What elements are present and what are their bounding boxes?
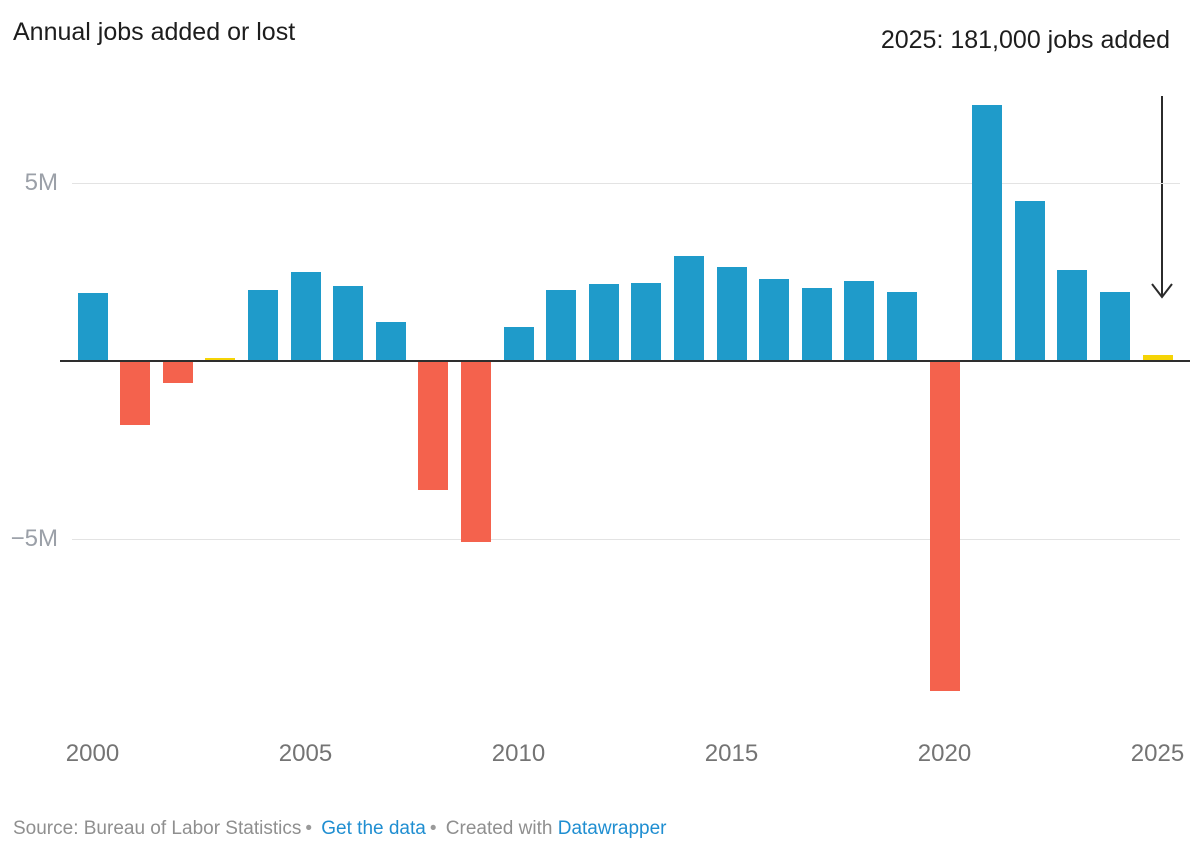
bar-2001[interactable] xyxy=(120,362,151,425)
bar-2013[interactable] xyxy=(631,282,662,361)
x-tick-2010: 2010 xyxy=(491,740,546,767)
bar-2023[interactable] xyxy=(1057,270,1088,361)
footer-created-with-text: Created with xyxy=(445,818,558,839)
x-axis-baseline xyxy=(60,360,1190,362)
bar-2024[interactable] xyxy=(1099,291,1130,361)
gridline-5M xyxy=(72,183,1180,184)
x-tick-2005: 2005 xyxy=(278,740,333,767)
bar-2012[interactable] xyxy=(588,284,619,361)
bar-2016[interactable] xyxy=(759,279,790,361)
bar-2015[interactable] xyxy=(716,266,747,361)
bar-2004[interactable] xyxy=(247,289,278,361)
bar-2003[interactable] xyxy=(205,357,236,361)
y-axis-tick-label: 5M xyxy=(24,169,58,196)
y-axis-tick-label: −5M xyxy=(10,525,58,552)
annotation-2025-label: 2025: 181,000 jobs added xyxy=(880,26,1170,54)
bar-2010[interactable] xyxy=(503,327,534,361)
bar-2014[interactable] xyxy=(673,255,704,361)
get-the-data-link[interactable]: Get the data xyxy=(321,818,426,839)
datawrapper-link[interactable]: Datawrapper xyxy=(557,818,667,839)
footer: Source: Bureau of Labor Statistics • Get … xyxy=(13,817,667,841)
bar-2008[interactable] xyxy=(418,362,449,491)
footer-source-text: Source: Bureau of Labor Statistics xyxy=(13,818,302,839)
x-tick-2000: 2000 xyxy=(65,740,120,767)
gridline-−5M xyxy=(72,539,1180,540)
chart-title: Annual jobs added or lost xyxy=(13,18,296,46)
bar-2022[interactable] xyxy=(1014,200,1045,361)
bar-2019[interactable] xyxy=(886,291,917,361)
bar-2000[interactable] xyxy=(77,293,108,361)
bar-2002[interactable] xyxy=(162,362,193,384)
bar-2018[interactable] xyxy=(844,280,875,361)
bar-2025[interactable] xyxy=(1142,354,1173,361)
x-tick-2015: 2015 xyxy=(704,740,759,767)
bar-2020[interactable] xyxy=(929,362,960,692)
footer-separator: • xyxy=(429,818,437,839)
bar-2007[interactable] xyxy=(375,321,406,361)
bar-2006[interactable] xyxy=(333,286,364,361)
bar-2009[interactable] xyxy=(460,362,491,542)
bar-2011[interactable] xyxy=(546,289,577,361)
footer-separator: • xyxy=(305,818,312,839)
x-tick-2025: 2025 xyxy=(1130,740,1185,767)
x-tick-2020: 2020 xyxy=(917,740,972,767)
bar-2021[interactable] xyxy=(972,104,1003,361)
annotation-arrow-icon xyxy=(1151,96,1173,299)
bar-2005[interactable] xyxy=(290,272,321,361)
bar-2017[interactable] xyxy=(801,288,832,361)
